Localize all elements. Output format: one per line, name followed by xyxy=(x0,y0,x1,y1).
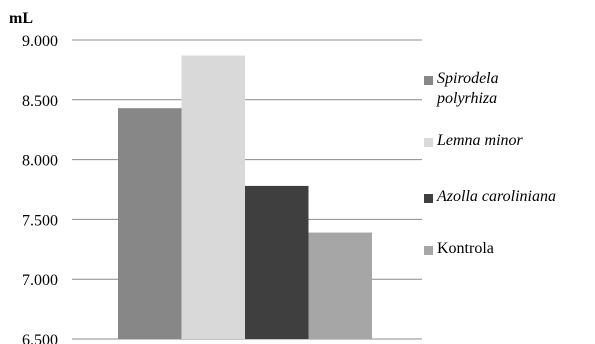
y-tick-label: 8.000 xyxy=(22,153,58,170)
legend-swatch xyxy=(424,138,433,147)
legend-item: Azolla caroliniana xyxy=(424,187,556,207)
y-tick-label: 7.000 xyxy=(22,272,58,289)
legend: Spirodela polyrhiza Lemna minor Azolla car… xyxy=(424,0,595,344)
y-tick-label: 6.500 xyxy=(22,332,58,344)
legend-item: Lemna minor xyxy=(424,131,523,151)
bars xyxy=(118,55,372,339)
y-axis-label: mL xyxy=(9,10,33,27)
y-axis-ticks: 6.500 7.000 7.500 8.000 8.500 9.000 xyxy=(22,33,58,344)
legend-item: Kontrola xyxy=(424,239,494,259)
bar xyxy=(118,108,182,339)
y-tick-label: 9.000 xyxy=(22,33,58,50)
bar xyxy=(181,55,245,339)
legend-label: Spirodela polyrhiza xyxy=(437,70,499,107)
legend-label: Azolla caroliniana xyxy=(437,188,556,205)
y-tick-label: 7.500 xyxy=(22,212,58,229)
legend-label: Kontrola xyxy=(437,240,494,257)
legend-swatch xyxy=(424,194,433,203)
bar xyxy=(245,185,309,339)
bar xyxy=(308,232,372,339)
legend-swatch xyxy=(424,246,433,255)
legend-item: Spirodela polyrhiza xyxy=(424,69,499,109)
legend-label: Lemna minor xyxy=(437,132,523,149)
legend-swatch xyxy=(424,76,433,85)
y-tick-label: 8.500 xyxy=(22,93,58,110)
